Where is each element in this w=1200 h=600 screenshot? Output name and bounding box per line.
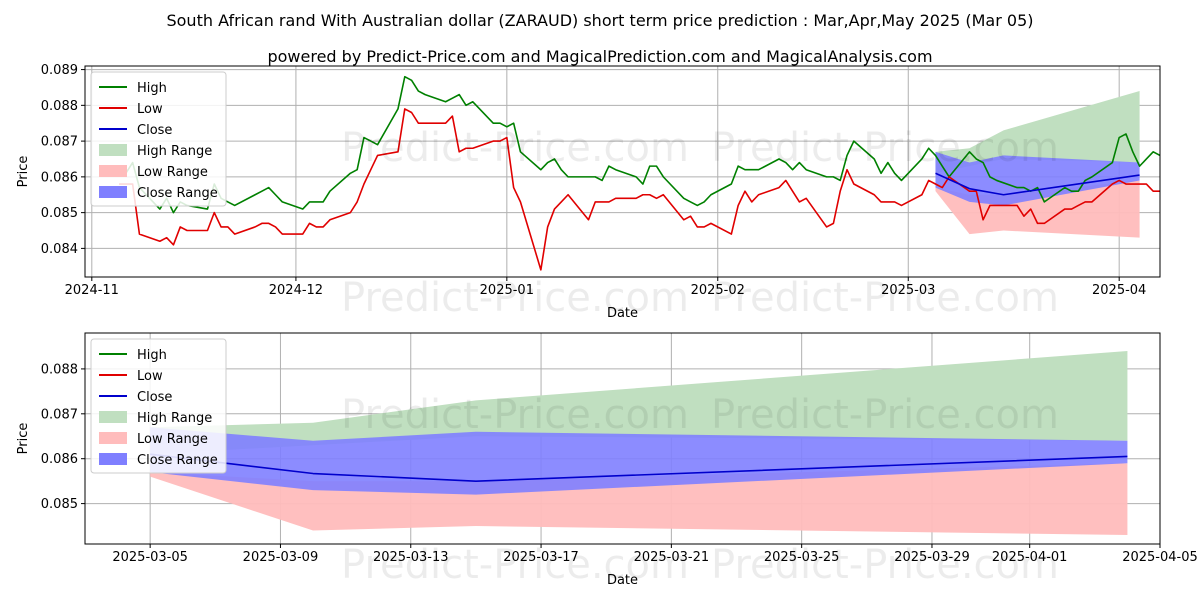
legend-high-range-label: High Range: [137, 144, 212, 159]
y-tick-label: 0.085: [41, 206, 78, 221]
legend: High Low Close High Range Low Range Close Ran…: [90, 71, 227, 207]
y-tick-label: 0.086: [41, 170, 78, 185]
close-series-line: [150, 453, 1128, 482]
watermark: Predict-Price.com Predict-Price.com Predic…: [341, 125, 1059, 321]
watermark-text: Predict-Price.com: [341, 125, 689, 171]
y-axis-label: Price: [16, 156, 31, 188]
watermark-text: Predict-Price.com: [711, 542, 1059, 588]
x-axis-label: Date: [607, 573, 638, 588]
watermark-text: Predict-Price.com: [711, 275, 1059, 321]
axes-frame: [84, 332, 1161, 545]
legend-close-label: Close: [137, 123, 172, 138]
y-tick-label: 0.089: [41, 63, 78, 78]
legend-high-label: High: [137, 81, 167, 96]
x-tick-label: 2025-04: [1092, 283, 1146, 298]
legend-close-label: Close: [137, 390, 172, 405]
chart-subtitle: powered by Predict-Price.com and Magical…: [267, 47, 932, 66]
x-tick-label: 2025-01: [480, 283, 534, 298]
legend-high-range-label: High Range: [137, 411, 212, 426]
legend-high-label: High: [137, 348, 167, 363]
x-tick-label: 2025-03-09: [243, 550, 319, 565]
high-range-band: [935, 91, 1140, 174]
y-tick-label: 0.087: [41, 135, 78, 150]
x-tick-label: 2025-03-05: [112, 550, 188, 565]
watermark-text: Predict-Price.com: [341, 542, 689, 588]
legend-low-label: Low: [137, 369, 163, 384]
watermark-text: Predict-Price.com: [341, 392, 689, 438]
legend-close-range-label: Close Range: [137, 186, 218, 201]
grid: [85, 66, 1160, 277]
x-tick-label: 2025-03-21: [634, 550, 710, 565]
chart-title: South African rand With Australian dolla…: [166, 11, 1033, 30]
axes-frame: [84, 65, 1161, 278]
legend-close-range-label: Close Range: [137, 453, 218, 468]
legend-low-range-label: Low Range: [137, 432, 208, 447]
y-tick-label: 0.088: [41, 362, 78, 377]
legend-low-range-swatch: [99, 165, 127, 177]
legend-close-range-swatch: [99, 186, 127, 198]
x-tick-label: 2025-04-01: [992, 550, 1068, 565]
high-series-line: [118, 75, 1161, 214]
x-axis-label: Date: [607, 306, 638, 321]
watermark: Predict-Price.com Predict-Price.com Predic…: [341, 392, 1059, 588]
x-tick-label: 2025-03-29: [894, 550, 970, 565]
x-tick-label: 2025-04-05: [1122, 550, 1198, 565]
legend-high-range-swatch: [99, 411, 127, 423]
x-tick-label: 2025-03-17: [503, 550, 579, 565]
x-tick-label: 2024-12: [269, 283, 323, 298]
y-tick-label: 0.084: [41, 242, 78, 257]
high-range-band: [150, 350, 1128, 455]
x-tick-label: 2025-03-13: [373, 550, 449, 565]
y-tick-label: 0.087: [41, 407, 78, 422]
watermark-text: Predict-Price.com: [341, 275, 689, 321]
x-tick-label: 2025-03-25: [764, 550, 840, 565]
watermark-text: Predict-Price.com: [711, 125, 1059, 171]
y-tick-label: 0.088: [41, 99, 78, 114]
y-tick-label: 0.085: [41, 497, 78, 512]
legend-close-range-swatch: [99, 453, 127, 465]
y-axis-label: Price: [16, 423, 31, 455]
low-series-line: [119, 108, 1160, 271]
legend-low-range-label: Low Range: [137, 165, 208, 180]
x-tick-label: 2024-11: [65, 283, 119, 298]
watermark-text: Predict-Price.com: [711, 392, 1059, 438]
legend-low-range-swatch: [99, 432, 127, 444]
legend-low-label: Low: [137, 102, 163, 117]
history-panel: 2024-11 2024-12 2025-01 2025-02 2025-03 2025-…: [16, 63, 1161, 321]
legend: High Low Close High Range Low Range Close Ran…: [90, 338, 227, 474]
close-series-line: [935, 172, 1140, 196]
x-tick-label: 2025-02: [691, 283, 745, 298]
x-tick-label: 2025-03: [881, 283, 935, 298]
forecast-panel: 2025-03-05 2025-03-09 2025-03-13 2025-03-17…: [16, 332, 1198, 588]
y-tick-label: 0.086: [41, 452, 78, 467]
legend-high-range-swatch: [99, 144, 127, 156]
